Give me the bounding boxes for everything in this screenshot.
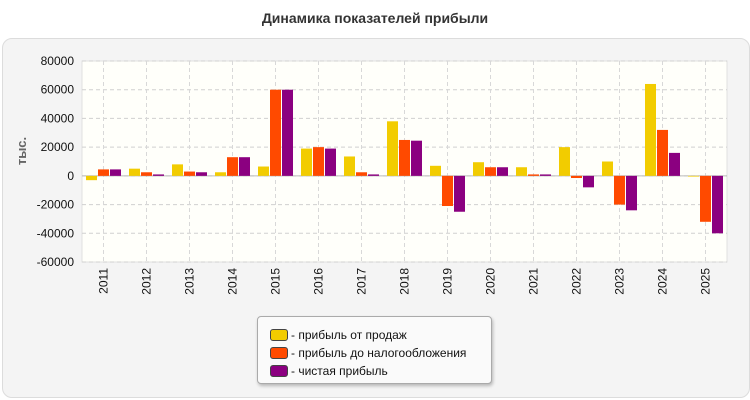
bar (239, 157, 250, 176)
bar (141, 172, 152, 176)
legend-label: - прибыль до налогообложения (291, 346, 467, 360)
bar (712, 175, 723, 234)
y-tick-label: 20000 (41, 140, 75, 154)
y-tick-label: -40000 (37, 226, 75, 240)
bar (442, 175, 453, 207)
bar (669, 152, 680, 176)
bar (227, 157, 238, 176)
x-tick-label: 2024 (656, 268, 670, 295)
bar (485, 167, 496, 176)
bar (325, 148, 336, 176)
chart-title: Динамика показателей прибыли (261, 10, 489, 26)
x-tick-label: 2025 (699, 268, 713, 295)
bar (344, 156, 355, 176)
chart-legend: - прибыль от продаж - прибыль до налогооб… (257, 316, 492, 384)
bar (688, 175, 699, 177)
bar (516, 167, 527, 176)
legend-swatch (270, 347, 288, 359)
bar (700, 175, 711, 222)
legend-item: - прибыль от продаж (270, 328, 407, 342)
bar (571, 175, 582, 179)
x-tick-label: 2017 (355, 268, 369, 295)
bars (86, 83, 723, 234)
y-tick-label: 0 (67, 169, 74, 183)
bar (497, 167, 508, 176)
bar (430, 165, 441, 176)
bar (368, 174, 379, 176)
x-tick-label: 2012 (140, 268, 154, 295)
x-tick-label: 2011 (97, 268, 111, 294)
legend-label: - чистая прибыль (291, 364, 388, 378)
bar (614, 175, 625, 205)
bar (184, 171, 195, 176)
x-tick-labels: 2011 2012 2013 2014 2015 2016 2017 2018 2019 2020… (97, 268, 713, 295)
legend-swatch (270, 365, 288, 377)
legend-item: - прибыль до налогообложения (270, 346, 466, 360)
y-axis-label: тыс. (14, 137, 29, 165)
x-tick-label: 2014 (226, 268, 240, 295)
y-tick-label: 80000 (41, 54, 75, 68)
bar (626, 175, 637, 211)
bar (129, 168, 140, 176)
bar (387, 121, 398, 176)
x-tick-label: 2021 (527, 268, 541, 295)
x-tick-label: 2022 (570, 268, 584, 295)
bar (399, 139, 410, 176)
bar (215, 172, 226, 176)
x-tick-label: 2020 (484, 268, 498, 295)
bar (258, 166, 269, 176)
bar (98, 169, 109, 176)
bar (301, 148, 312, 176)
x-tick-label: 2018 (398, 268, 412, 295)
bar (602, 161, 613, 176)
bar (196, 172, 207, 176)
legend-item: - чистая прибыль (270, 364, 388, 378)
bar (270, 89, 281, 176)
bar (86, 175, 97, 181)
bar (473, 162, 484, 176)
x-tick-label: 2019 (441, 268, 455, 295)
legend-label: - прибыль от продаж (291, 328, 407, 342)
bar (540, 174, 551, 176)
bar (657, 129, 668, 176)
x-tick-label: 2016 (312, 268, 326, 295)
y-tick-label: 40000 (41, 111, 75, 125)
x-tick-label: 2023 (613, 268, 627, 295)
legend-swatch (270, 329, 288, 341)
y-tick-label: -20000 (37, 198, 75, 212)
bar (313, 147, 324, 176)
bar (454, 175, 465, 212)
y-tick-label: 60000 (41, 83, 75, 97)
bar (411, 140, 422, 176)
bar (282, 89, 293, 176)
bar (559, 147, 570, 176)
y-tick-label: -60000 (37, 255, 75, 269)
bar (528, 174, 539, 176)
y-tick-labels: 80000 60000 40000 20000 0 -20000 -40000 -60000 (37, 54, 75, 269)
bar (645, 83, 656, 176)
bar (356, 172, 367, 176)
x-tick-label: 2015 (269, 268, 283, 295)
bar (110, 169, 121, 176)
bar (172, 164, 183, 176)
bar (153, 174, 164, 176)
bar (583, 175, 594, 188)
x-tick-label: 2013 (183, 268, 197, 295)
